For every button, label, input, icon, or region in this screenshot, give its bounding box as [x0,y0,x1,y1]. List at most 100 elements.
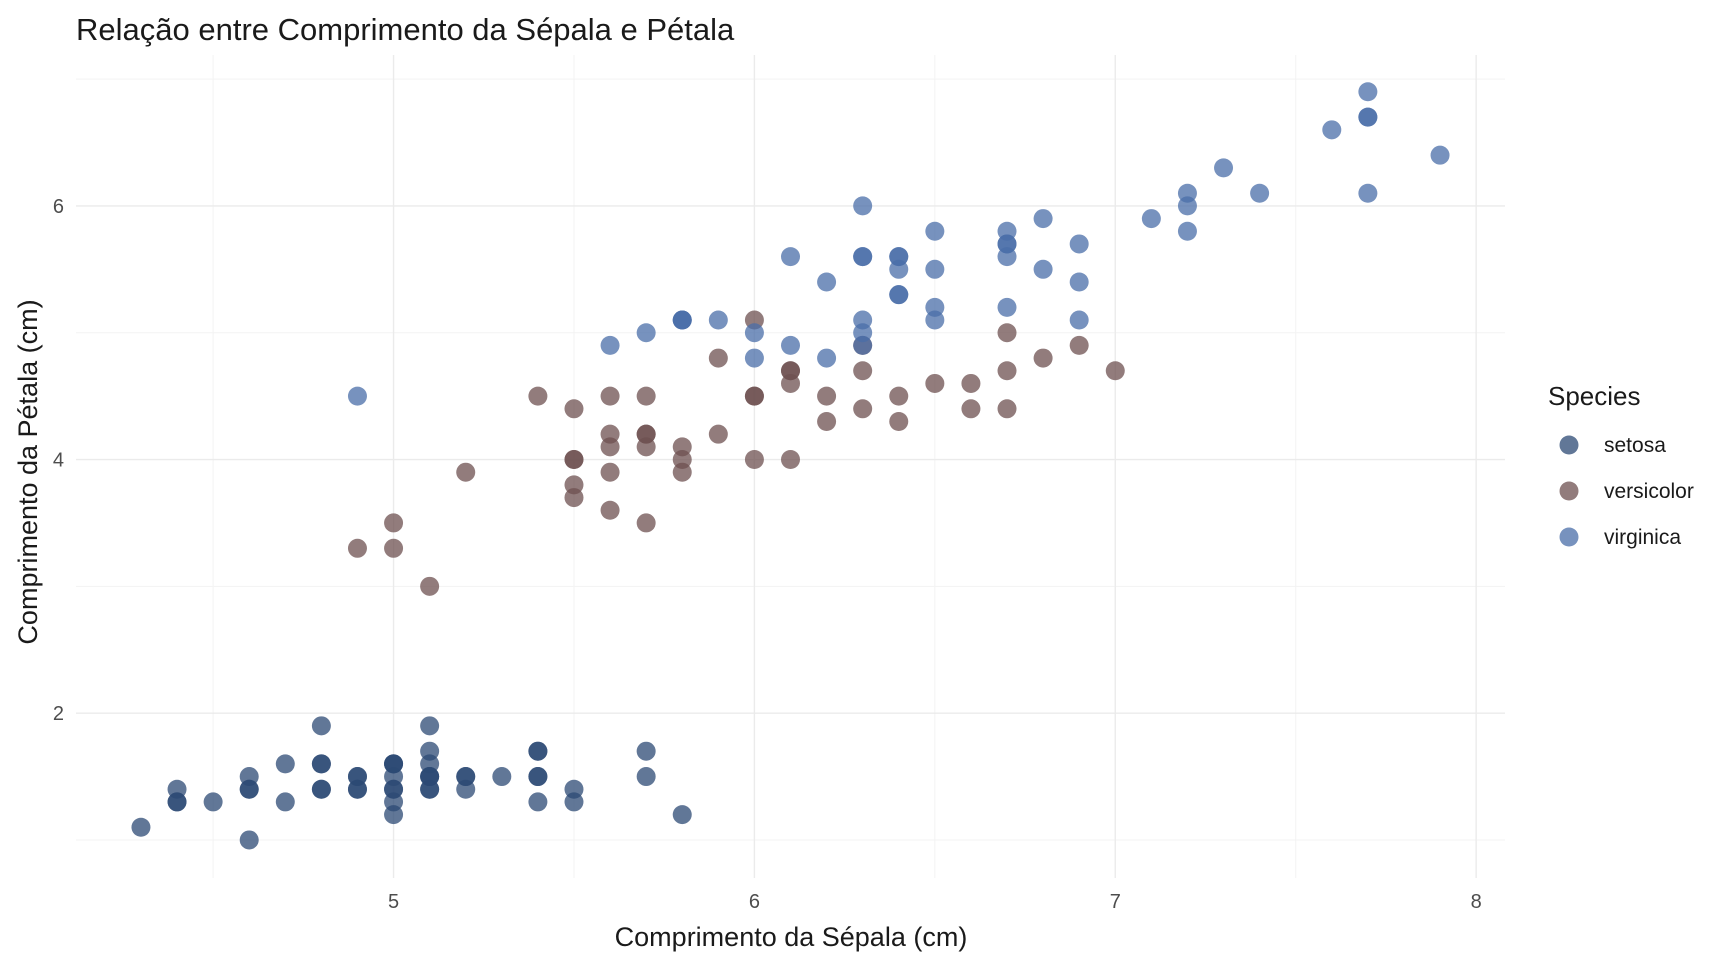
point-setosa [456,767,476,787]
x-tick-label: 7 [1110,891,1121,913]
point-setosa [492,767,512,787]
point-versicolor [384,538,404,558]
point-versicolor [564,399,584,419]
point-virginica [925,221,945,241]
point-virginica [817,348,837,368]
point-setosa [347,779,367,799]
point-setosa [528,741,548,761]
point-virginica [997,234,1017,254]
point-virginica [1358,82,1378,102]
point-versicolor [420,576,440,596]
point-versicolor [817,411,837,431]
y-tick-label: 4 [53,450,64,472]
point-setosa [203,792,223,812]
point-virginica [781,335,800,355]
point-virginica [1033,259,1053,279]
point-virginica [744,348,764,368]
point-versicolor [744,450,764,470]
point-versicolor [961,373,981,393]
point-versicolor [600,424,620,444]
x-tick-label: 6 [749,891,760,913]
legend-items: setosa versicolor virginica [1559,434,1694,549]
point-versicolor [564,488,584,508]
x-tick-label: 8 [1471,891,1482,913]
point-virginica [1214,158,1234,178]
point-versicolor [384,513,404,533]
point-setosa [564,792,584,812]
point-setosa [239,779,259,799]
point-virginica [817,272,837,292]
point-virginica [600,335,620,355]
point-virginica [853,247,873,267]
point-versicolor [889,411,909,431]
point-versicolor [600,386,620,406]
y-tick-label: 2 [53,703,64,725]
point-virginica [1141,209,1161,229]
chart-title: Relação entre Comprimento da Sépala e Pé… [76,12,735,47]
point-setosa [239,830,259,850]
point-virginica [889,285,909,305]
x-tick-label: 5 [388,891,399,913]
point-virginica [347,386,367,406]
point-versicolor [1105,361,1125,381]
point-virginica [1033,209,1053,229]
point-versicolor [708,348,728,368]
point-setosa [636,767,656,787]
point-versicolor [889,386,909,406]
point-versicolor [744,386,764,406]
point-virginica [1430,145,1450,165]
point-setosa [420,716,440,736]
point-setosa [131,817,151,837]
legend-key-setosa [1559,435,1579,455]
point-versicolor [347,538,367,558]
point-versicolor [636,386,656,406]
point-setosa [672,805,692,825]
point-setosa [384,779,404,799]
legend-label-setosa: setosa [1604,434,1666,457]
point-virginica [1358,107,1378,127]
point-versicolor [997,323,1017,343]
point-setosa [167,792,187,812]
point-versicolor [1069,335,1089,355]
legend-key-versicolor [1559,481,1579,501]
legend-title: Species [1548,381,1641,411]
point-setosa [528,792,548,812]
point-virginica [1322,120,1342,140]
point-virginica [1177,196,1197,216]
point-setosa [311,754,331,774]
point-setosa [384,754,404,774]
point-virginica [889,259,909,279]
point-setosa [311,716,331,736]
point-virginica [1069,310,1089,330]
point-versicolor [853,361,873,381]
point-virginica [708,310,728,330]
point-versicolor [961,399,981,419]
point-versicolor [600,500,620,520]
y-tick-label: 6 [53,196,64,218]
point-versicolor [997,399,1017,419]
point-setosa [311,779,331,799]
legend-label-virginica: virginica [1604,526,1681,549]
point-setosa [275,754,295,774]
point-versicolor [781,373,800,393]
point-versicolor [1033,348,1053,368]
point-virginica [781,247,800,267]
point-versicolor [925,373,945,393]
point-virginica [636,323,656,343]
point-versicolor [528,386,548,406]
point-virginica [744,323,764,343]
x-axis-title: Comprimento da Sépala (cm) [615,922,968,952]
point-versicolor [853,399,873,419]
point-versicolor [708,424,728,444]
point-versicolor [817,386,837,406]
point-versicolor [564,450,584,470]
point-virginica [1069,234,1089,254]
point-versicolor [636,437,656,457]
y-axis-ticks: 2 4 6 [53,196,64,725]
x-axis-ticks: 5 6 7 8 [388,891,1482,913]
point-virginica [1250,183,1270,203]
legend-label-versicolor: versicolor [1604,480,1694,503]
point-versicolor [672,450,692,470]
point-virginica [853,196,873,216]
